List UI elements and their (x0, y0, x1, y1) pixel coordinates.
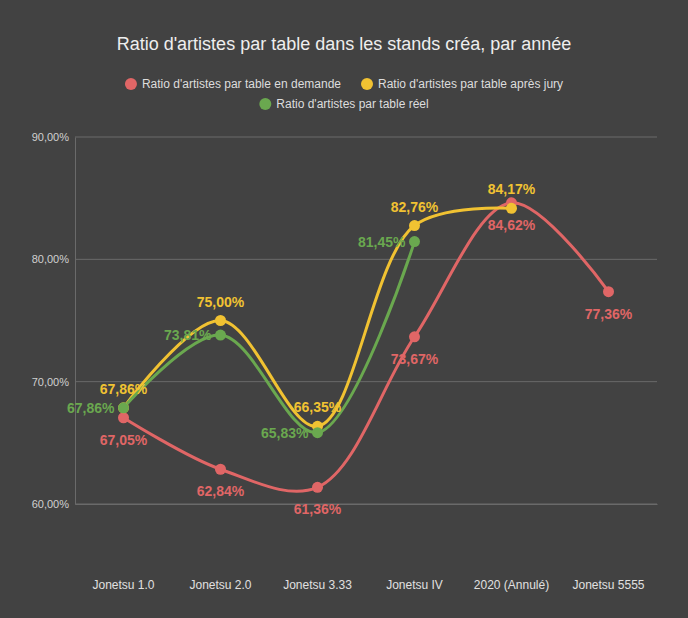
data-label: 67,86% (67, 400, 115, 416)
legend-item: Ratio d'artistes par table après jury (361, 77, 563, 91)
data-label: 62,84% (197, 483, 245, 499)
data-label: 77,36% (585, 306, 633, 322)
y-tick: 60,00% (32, 498, 75, 510)
data-label: 67,05% (100, 432, 148, 448)
legend-swatch (259, 98, 271, 110)
x-tick: Jonetsu 5555 (572, 504, 644, 592)
series-point (409, 220, 420, 231)
grid-line (75, 259, 657, 260)
data-label: 75,00% (197, 294, 245, 310)
data-label: 67,86% (100, 381, 148, 397)
x-tick-label: Jonetsu 1.0 (92, 578, 154, 592)
legend-item: Ratio d'artistes par table en demande (125, 77, 341, 91)
data-label: 84,17% (488, 181, 536, 197)
data-label: 66,35% (294, 399, 342, 415)
x-tick-label: 2020 (Annulé) (474, 578, 549, 592)
y-axis: 60,00% 70,00% 80,00% 90,00% (32, 131, 76, 510)
y-tick-label: 60,00% (32, 498, 70, 510)
series-point (409, 331, 420, 342)
x-tick-label: Jonetsu 2.0 (189, 578, 251, 592)
series-point (118, 402, 129, 413)
data-labels: 67,05% 62,84% 61,36% 73,67% 84,62% 77,36% 67,8… (67, 181, 633, 517)
legend-swatch (125, 78, 137, 90)
series-point (215, 464, 226, 475)
grid (75, 137, 657, 504)
x-axis-line (76, 504, 658, 505)
y-axis-line (75, 138, 76, 505)
data-label: 73,67% (391, 351, 439, 367)
y-tick: 70,00% (32, 376, 75, 388)
y-tick-label: 70,00% (32, 376, 70, 388)
series-line (124, 203, 609, 492)
data-label: 73,81% (164, 327, 212, 343)
series-point (118, 402, 129, 413)
x-tick: 2020 (Annulé) (474, 504, 549, 592)
legend: Ratio d'artistes par table en demande Rat… (125, 77, 563, 111)
grid-line (75, 504, 657, 505)
x-tick: Jonetsu 1.0 (92, 504, 154, 592)
legend-item: Ratio d'artistes par table réel (259, 97, 428, 111)
grid-line (75, 381, 657, 382)
data-label: 84,62% (488, 217, 536, 233)
plot-area (118, 197, 614, 493)
legend-label: Ratio d'artistes par table après jury (378, 77, 563, 91)
series-point (312, 482, 323, 493)
series-point (603, 286, 614, 297)
series-point (215, 330, 226, 341)
legend-label: Ratio d'artistes par table en demande (142, 77, 341, 91)
background (0, 0, 688, 618)
y-tick: 80,00% (32, 253, 75, 265)
x-axis: Jonetsu 1.0 Jonetsu 2.0 Jonetsu 3.33 Jonets… (76, 504, 658, 592)
series-point (215, 315, 226, 326)
series-line (124, 208, 512, 426)
y-tick-label: 90,00% (32, 131, 70, 143)
data-label: 61,36% (294, 501, 342, 517)
grid-line (75, 137, 657, 138)
data-label: 81,45% (358, 234, 406, 250)
series-point (118, 412, 129, 423)
y-tick: 90,00% (32, 131, 75, 143)
data-label: 82,76% (391, 199, 439, 215)
title: Ratio d'artistes par table dans les stan… (117, 34, 572, 54)
series-point (409, 236, 420, 247)
series-point (506, 203, 517, 214)
y-tick-label: 80,00% (32, 253, 70, 265)
x-tick: Jonetsu 2.0 (189, 504, 251, 592)
x-tick-label: Jonetsu 5555 (572, 578, 644, 592)
x-tick-label: Jonetsu IV (386, 578, 443, 592)
legend-label: Ratio d'artistes par table réel (276, 97, 428, 111)
series-point (312, 427, 323, 438)
data-label: 65,83% (261, 425, 309, 441)
x-tick-label: Jonetsu 3.33 (283, 578, 352, 592)
x-tick: Jonetsu IV (386, 504, 443, 592)
series-line (124, 242, 415, 433)
legend-swatch (361, 78, 373, 90)
chart: Ratio d'artistes par table dans les stan… (0, 0, 688, 618)
